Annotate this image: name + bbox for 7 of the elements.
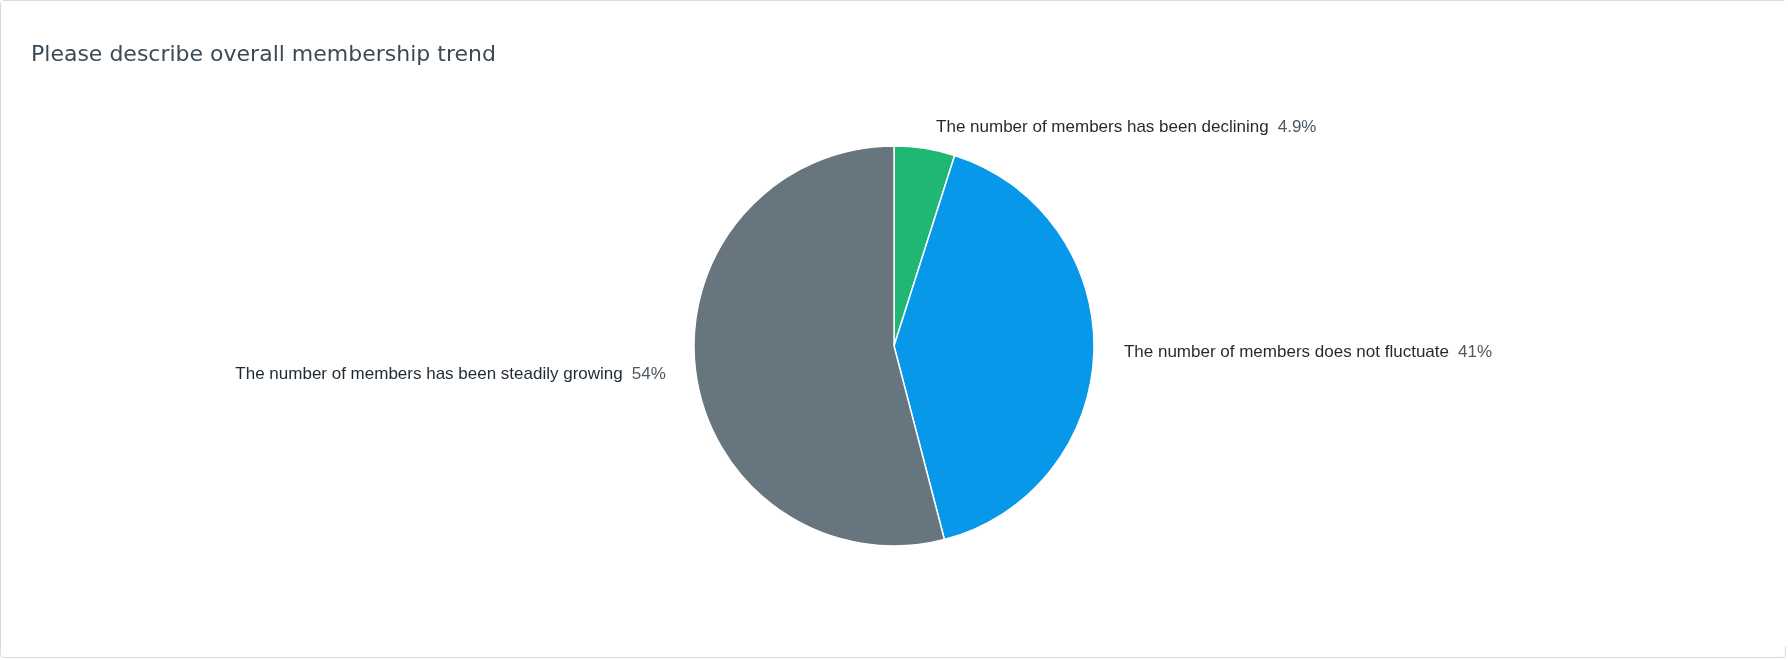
slice-label: The number of members has been steadily growing — [235, 364, 623, 384]
data-label: 4.9% — [1277, 116, 1317, 136]
slice-label: The number of members has been declining — [936, 116, 1269, 136]
data-label: 54% — [631, 364, 666, 384]
chart-title: Please describe overall membership trend — [31, 41, 496, 66]
data-label: 41% — [1457, 341, 1493, 361]
slice-label: The number of members does not fluctuate — [1123, 341, 1449, 361]
